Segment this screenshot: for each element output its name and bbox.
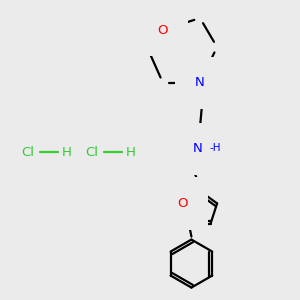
Text: N: N [195,76,205,89]
Text: H: H [126,146,136,158]
Text: N: N [193,142,203,155]
Text: O: O [178,197,188,210]
Text: Cl: Cl [22,146,34,158]
Text: Cl: Cl [85,146,98,158]
Text: -H: -H [209,143,220,153]
Text: O: O [158,23,168,37]
Text: H: H [62,146,72,158]
